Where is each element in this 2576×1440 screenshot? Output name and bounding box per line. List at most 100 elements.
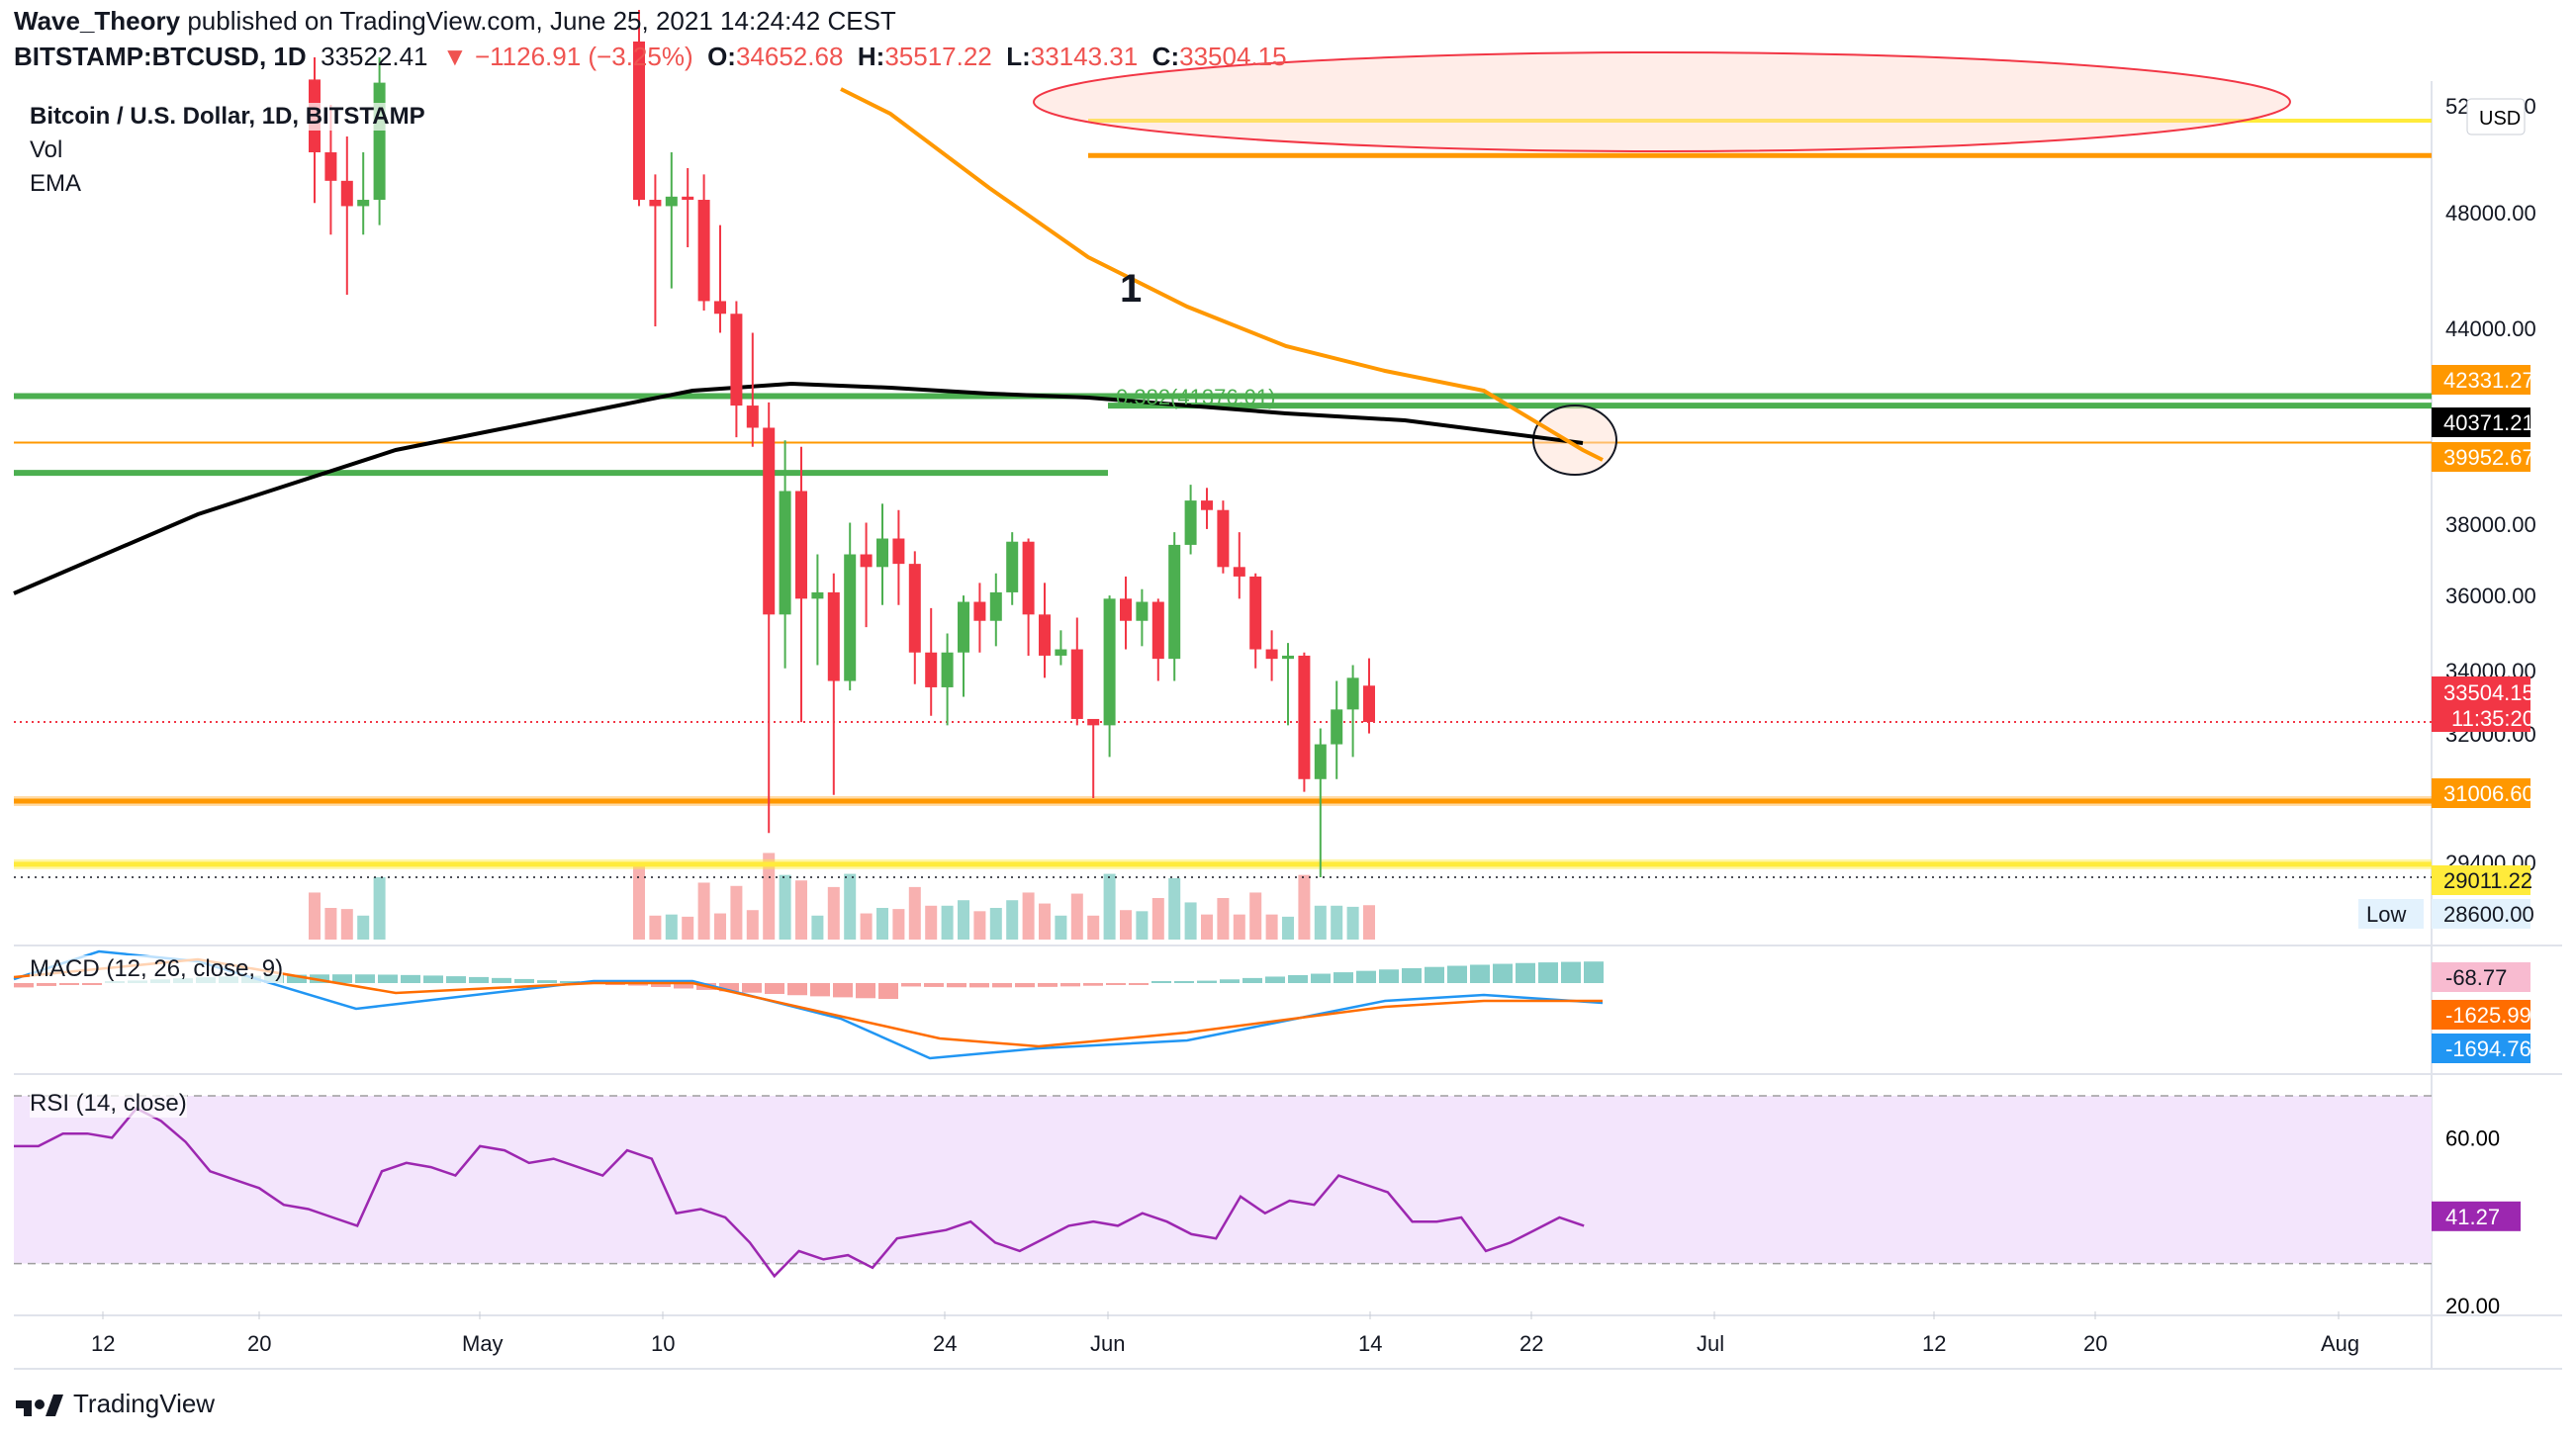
price-label: 29011.22 xyxy=(2443,868,2532,893)
price-label: 33504.15 xyxy=(2443,680,2534,705)
volume-bar xyxy=(1298,874,1311,940)
candle xyxy=(665,152,678,289)
candle xyxy=(1168,532,1181,681)
macd-histogram-bar xyxy=(719,983,739,992)
candle-body xyxy=(697,200,710,302)
candle-body xyxy=(908,564,921,653)
macd-histogram-bar xyxy=(401,974,420,983)
macd-histogram-bar xyxy=(992,983,1012,988)
candle-body xyxy=(1265,649,1278,660)
volume-bar xyxy=(324,908,337,940)
macd-value-box xyxy=(2432,1034,2530,1063)
macd-histogram-bar xyxy=(59,983,79,985)
volume-bar xyxy=(1168,878,1181,940)
candle xyxy=(1298,652,1311,792)
volume-bar xyxy=(925,905,938,940)
symbol-name: BITSTAMP:BTCUSD, 1D xyxy=(14,42,307,71)
last-price: 33522.41 xyxy=(321,42,428,71)
price-axis-tick: 48000.00 xyxy=(2445,201,2536,225)
volume-bar xyxy=(1006,900,1019,940)
volume-bar xyxy=(1346,906,1359,940)
candle xyxy=(633,9,645,207)
rsi-band xyxy=(14,1096,2432,1264)
macd-histogram-bar xyxy=(446,976,466,983)
time-axis-tick: 20 xyxy=(247,1331,271,1356)
macd-histogram-bar xyxy=(1356,970,1376,983)
price-label-box xyxy=(2432,899,2530,929)
author-name[interactable]: Wave_Theory xyxy=(14,6,181,36)
macd-signal-line xyxy=(13,957,1603,1048)
volume-legend[interactable]: Vol xyxy=(30,136,63,164)
macd-histogram-bar xyxy=(378,974,398,983)
volume-bar xyxy=(827,886,840,940)
candle xyxy=(925,607,938,716)
candle xyxy=(1346,665,1359,758)
candle-body xyxy=(1039,614,1051,656)
candle-body xyxy=(1006,541,1019,592)
candle xyxy=(340,136,353,296)
candle-body xyxy=(925,652,938,687)
candle-body xyxy=(779,491,791,615)
publish-header: Wave_Theory published on TradingView.com… xyxy=(14,6,896,37)
candle-body xyxy=(357,200,370,207)
macd-histogram-bar xyxy=(969,983,989,988)
macd-histogram-bar xyxy=(1174,981,1194,983)
tradingview-logo[interactable]: TradingView xyxy=(14,1389,215,1419)
macd-histogram-bar xyxy=(947,983,966,988)
candle-body xyxy=(1331,709,1343,745)
macd-histogram-bar xyxy=(1151,981,1171,983)
candle xyxy=(763,402,776,834)
price-axis-tick: 44000.00 xyxy=(2445,316,2536,341)
main-legend-title[interactable]: Bitcoin / U.S. Dollar, 1D, BITSTAMP xyxy=(30,103,425,131)
macd-histogram-bar xyxy=(1106,983,1126,985)
candle xyxy=(973,583,986,653)
volume-bar xyxy=(908,886,921,940)
price-label-prefix-box xyxy=(2358,899,2424,929)
candle xyxy=(1314,728,1327,877)
macd-histogram-bar xyxy=(14,983,34,988)
symbol-header: BITSTAMP:BTCUSD, 1D 33522.41 ▼ −1126.91 … xyxy=(14,42,1287,72)
price-label-box xyxy=(2432,365,2530,395)
candle-body xyxy=(1168,544,1181,660)
price-label-prefix: Low xyxy=(2366,902,2406,927)
volume-bar xyxy=(730,885,743,940)
candle-body xyxy=(827,591,840,681)
candle-body xyxy=(989,591,1002,621)
candle-body xyxy=(1282,655,1294,660)
price-axis-tick: 38000.00 xyxy=(2445,512,2536,537)
macd-histogram-bar xyxy=(37,983,56,986)
volume-bar xyxy=(714,913,726,940)
candle-body xyxy=(844,554,857,681)
volume-bar xyxy=(811,915,824,940)
candle-body xyxy=(973,601,986,621)
time-axis-tick: Aug xyxy=(2321,1331,2359,1356)
candle-body xyxy=(1087,718,1100,726)
volume-bar xyxy=(649,915,662,940)
candle xyxy=(876,503,888,605)
volume-bar xyxy=(1217,898,1230,940)
macd-histogram-bar xyxy=(1083,983,1103,986)
macd-histogram-bar xyxy=(1197,980,1217,983)
macd-histogram-bar xyxy=(1288,975,1308,983)
rsi-legend[interactable]: RSI (14, close) xyxy=(30,1090,187,1118)
candle xyxy=(1136,588,1149,647)
volume-bar xyxy=(1120,910,1132,940)
candle xyxy=(357,152,370,235)
macd-legend[interactable]: MACD (12, 26, close, 9) xyxy=(30,955,284,983)
candle-body xyxy=(763,427,776,615)
macd-histogram-bar xyxy=(1561,961,1581,983)
candle xyxy=(1006,532,1019,605)
ema-legend[interactable]: EMA xyxy=(30,170,82,198)
candle xyxy=(1184,485,1197,555)
wave-label: 1 xyxy=(1120,267,1142,311)
candle-body xyxy=(876,538,888,568)
time-axis-tick: May xyxy=(462,1331,504,1356)
candle-body xyxy=(649,200,662,207)
candle xyxy=(1233,532,1245,599)
volume-bar xyxy=(1201,914,1213,940)
volume-bar xyxy=(682,916,694,940)
macd-histogram-bar xyxy=(514,978,534,983)
candle xyxy=(908,551,921,684)
macd-histogram-bar xyxy=(1516,962,1535,983)
